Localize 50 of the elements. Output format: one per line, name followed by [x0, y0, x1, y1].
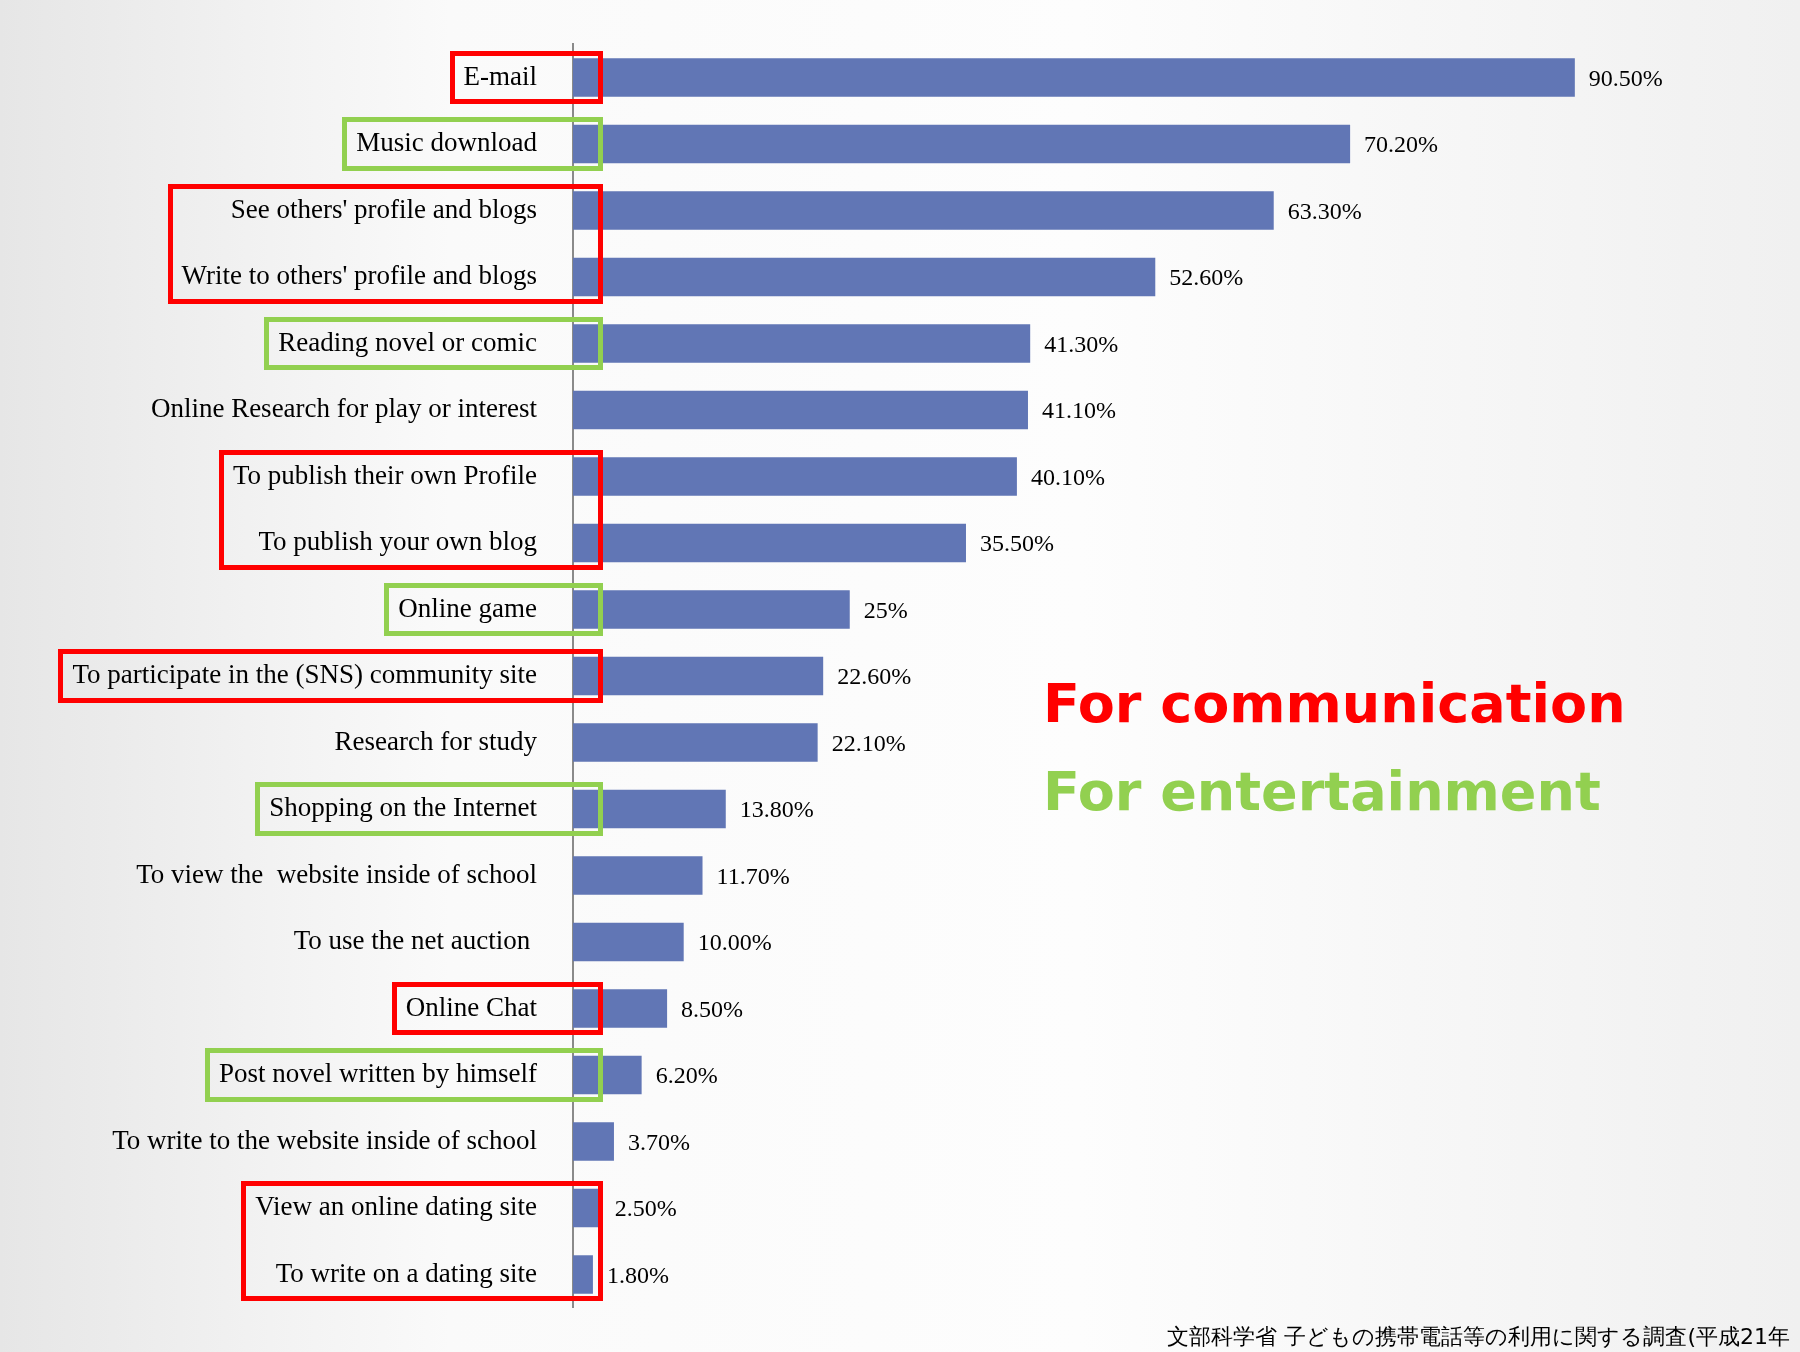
y-tick-label: To publish their own Profile — [232, 459, 537, 490]
bar — [573, 1122, 614, 1161]
data-label: 11.70% — [716, 862, 790, 889]
bar — [573, 1055, 642, 1095]
y-tick-label: To publish your own blog — [258, 526, 537, 557]
data-label: 13.80% — [739, 796, 814, 823]
y-tick-label: View an online dating site — [255, 1191, 538, 1222]
y-tick-label: To use the net auction — [293, 925, 537, 956]
y-tick-label: Research for study — [334, 725, 538, 756]
data-label: 8.50% — [681, 995, 744, 1022]
y-tick-label: E-mail — [463, 60, 537, 91]
bar — [573, 723, 818, 762]
annotation: For communication — [1043, 672, 1626, 736]
bar — [573, 457, 1017, 496]
data-label: 70.20% — [1364, 131, 1439, 158]
y-tick-label: To view the website inside of school — [136, 858, 537, 889]
y-tick-label: To write to the website inside of school — [112, 1124, 537, 1155]
y-tick-label: Post novel written by himself — [219, 1058, 537, 1089]
data-label: 3.70% — [627, 1128, 690, 1155]
y-tick-label: Online Chat — [405, 991, 538, 1022]
data-label: 22.60% — [837, 663, 912, 690]
data-label: 40.10% — [1030, 463, 1105, 490]
y-tick-label: To write on a dating site — [275, 1257, 537, 1288]
y-tick-label: Shopping on the Internet — [269, 792, 538, 823]
data-label: 2.50% — [614, 1195, 677, 1222]
data-label: 52.60% — [1169, 264, 1244, 291]
annotation: For entertainment — [1043, 760, 1601, 824]
data-label: 35.50% — [979, 530, 1054, 557]
bar — [573, 390, 1028, 430]
y-tick-label: Online game — [398, 592, 537, 623]
data-label: 41.10% — [1041, 397, 1116, 424]
y-tick-label: To participate in the (SNS) community site — [72, 659, 538, 690]
y-tick-label: See others' profile and blogs — [230, 193, 537, 224]
y-tick-label: Reading novel or comic — [278, 326, 537, 357]
bar — [573, 191, 1274, 230]
y-tick-label: Music download — [356, 127, 538, 158]
y-tick-label: Write to others' profile and blogs — [181, 260, 537, 291]
data-label: 1.80% — [606, 1261, 669, 1288]
data-label: 63.30% — [1287, 197, 1362, 224]
data-label: 90.50% — [1588, 64, 1663, 91]
data-label: 6.20% — [655, 1062, 718, 1089]
data-label: 41.30% — [1044, 330, 1119, 357]
text: 文部科学省 子どもの携帯電話等の利用に関する調査(平成21年 — [1167, 1323, 1790, 1349]
bar — [573, 1255, 593, 1294]
data-label: 22.10% — [831, 729, 906, 756]
y-tick-label: Online Research for play or interest — [150, 393, 538, 424]
data-label: 25% — [863, 596, 908, 623]
bar — [573, 922, 684, 962]
data-label: 10.00% — [697, 929, 772, 956]
bar — [573, 856, 703, 895]
